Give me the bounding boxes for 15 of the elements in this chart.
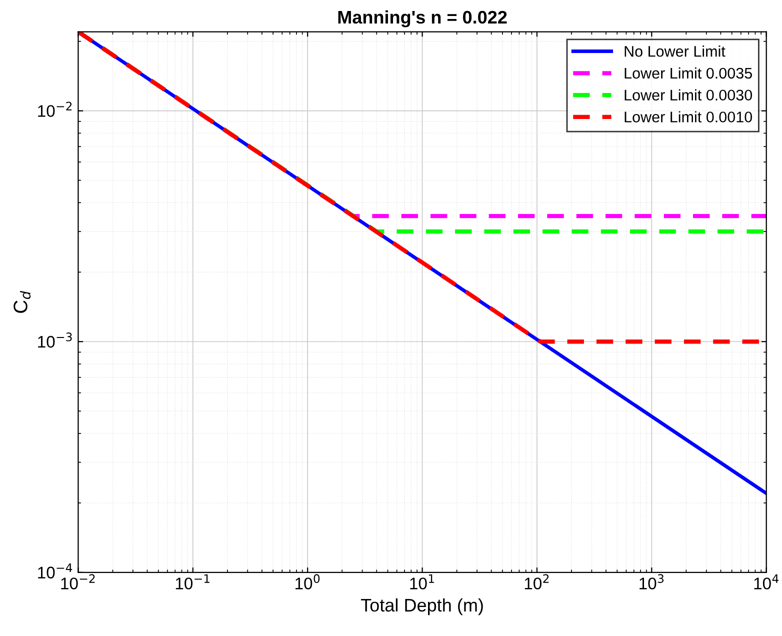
x-tick-label: 10$^{0}$ [296,574,320,590]
x-tick-label: 10$^{3}$ [640,574,664,590]
x-tick-label: 10$^{2}$ [524,574,549,590]
x-tick-label: 10$^{1}$ [410,574,434,590]
legend-label: Lower Limit 0.0030 [624,89,752,101]
chart-title: Manning's n = 0.022 [338,10,507,28]
x-tick-label: 10$^{−1}$ [176,574,210,590]
y-tick-label: 10$^{−3}$ [38,332,72,348]
legend-label: Lower Limit 0.0010 [624,111,752,122]
y-axis-title: C$_{d}$ [14,290,31,313]
legend-label: No Lower Limit [624,46,726,57]
legend-label: Lower Limit 0.0035 [624,67,752,79]
y-tick-label: 10$^{−2}$ [38,102,72,117]
x-tick-label: 10$^{4}$ [754,574,778,590]
x-axis-title: Total Depth (m) [360,598,483,616]
